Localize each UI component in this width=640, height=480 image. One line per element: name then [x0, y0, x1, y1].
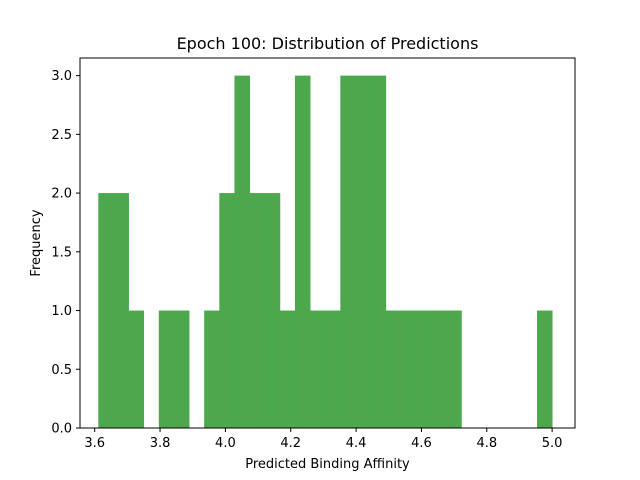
histogram-bar — [173, 310, 190, 428]
y-tick-label: 1.5 — [51, 245, 72, 260]
y-tick-label: 2.0 — [51, 187, 72, 202]
histogram-bar — [294, 75, 311, 428]
bars-group — [98, 75, 553, 428]
y-tick-label: 1.0 — [51, 304, 72, 319]
histogram-bar — [310, 310, 326, 428]
histogram-bar — [340, 75, 356, 428]
x-tick-label: 4.6 — [411, 436, 432, 451]
histogram-bar — [249, 193, 266, 428]
histogram-bar — [355, 75, 371, 428]
plot-frame — [79, 57, 576, 429]
chart-title: Epoch 100: Distribution of Predictions — [177, 34, 479, 53]
histogram-bar — [204, 310, 220, 428]
histogram-bar — [370, 75, 387, 428]
y-tick-label: 3.0 — [51, 69, 72, 84]
y-tick-label: 0.0 — [51, 422, 72, 437]
x-tick-label: 3.6 — [84, 436, 105, 451]
histogram-bar — [219, 193, 235, 428]
histogram-bar — [537, 310, 553, 428]
x-tick-label: 3.8 — [150, 436, 171, 451]
histogram-bar — [234, 75, 250, 428]
y-tick-label: 0.5 — [51, 363, 72, 378]
histogram-bar — [415, 310, 432, 428]
histogram-bar — [113, 193, 129, 428]
histogram-bar — [400, 310, 417, 428]
y-axis-ticks: 0.0 0.5 1.0 1.5 2.0 2.5 3.0 — [51, 69, 80, 437]
x-tick-label: 4.0 — [215, 436, 236, 451]
histogram-bar — [128, 310, 145, 428]
histogram-bar — [279, 310, 296, 428]
x-tick-label: 4.4 — [346, 436, 367, 451]
x-tick-label: 5.0 — [542, 436, 563, 451]
histogram-bar — [431, 310, 447, 428]
histogram-bar — [158, 310, 175, 428]
histogram-bar — [98, 193, 114, 428]
y-tick-label: 2.5 — [51, 128, 72, 143]
histogram-bar — [264, 193, 281, 428]
histogram-bar — [446, 310, 462, 428]
x-axis-label: Predicted Binding Affinity — [245, 457, 410, 472]
histogram-bar — [325, 310, 341, 428]
x-axis-ticks: 3.6 3.8 4.0 4.2 4.4 4.6 4.8 5.0 — [84, 428, 562, 451]
y-axis-label: Frequency — [29, 209, 44, 276]
histogram-bar — [385, 310, 402, 428]
x-tick-label: 4.8 — [476, 436, 497, 451]
x-tick-label: 4.2 — [280, 436, 301, 451]
